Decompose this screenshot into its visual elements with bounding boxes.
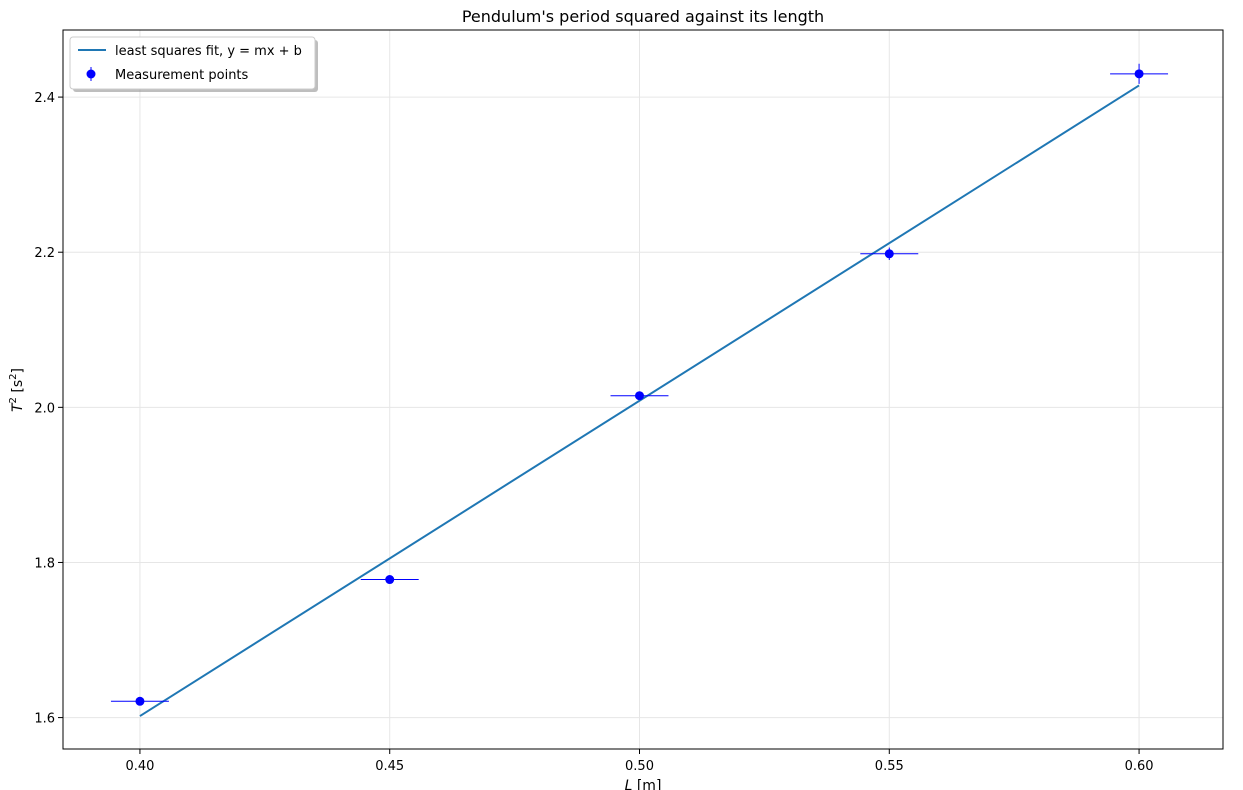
x-axis-label: L [m] bbox=[625, 778, 662, 790]
chart-title: Pendulum's period squared against its le… bbox=[462, 7, 824, 26]
y-axis-label-var: T bbox=[10, 402, 26, 412]
y-axis-label-unit-pre: [s bbox=[10, 380, 26, 397]
grid bbox=[63, 30, 1223, 749]
x-tick-label: 0.60 bbox=[1125, 759, 1154, 774]
legend: least squares fit, y = mx + b Measuremen… bbox=[69, 36, 318, 92]
axes-frame bbox=[62, 29, 1224, 750]
x-axis-label-var: L bbox=[625, 778, 633, 790]
x-axis-label-unit: [m] bbox=[632, 778, 661, 790]
x-tick-label: 0.50 bbox=[625, 759, 654, 774]
y-tick-label: 2.2 bbox=[34, 246, 55, 261]
data-layer bbox=[110, 63, 1169, 717]
measurement-point bbox=[1134, 69, 1144, 79]
legend-box bbox=[69, 36, 316, 90]
x-tick-label: 0.45 bbox=[375, 759, 404, 774]
y-axis-label-unit-post: ] bbox=[10, 368, 26, 373]
x-tick-label: 0.55 bbox=[875, 759, 904, 774]
fit-line bbox=[139, 84, 1140, 717]
measurement-point bbox=[385, 575, 395, 585]
y-tick-label: 2.0 bbox=[34, 401, 55, 416]
legend-marker-swatch bbox=[86, 69, 96, 79]
y-axis-label-sup: 2 bbox=[8, 397, 19, 403]
x-tick-label: 0.40 bbox=[125, 759, 154, 774]
y-tick-label: 1.6 bbox=[34, 712, 55, 727]
legend-fit-label: least squares fit, y = mx + b bbox=[115, 44, 302, 59]
y-axis-label-unit-sup: 2 bbox=[8, 373, 19, 379]
plot-area bbox=[63, 30, 1223, 749]
legend-points-label: Measurement points bbox=[115, 68, 249, 83]
measurement-point bbox=[635, 391, 645, 401]
measurement-point bbox=[884, 249, 894, 259]
ticks: 0.40 0.45 0.50 0.55 0.60 1.6 1.8 2.0 2.2 2.4 bbox=[34, 91, 1153, 774]
y-axis-label: T2 [s2] bbox=[8, 368, 26, 412]
y-tick-label: 2.4 bbox=[34, 91, 55, 106]
measurement-point bbox=[135, 696, 145, 706]
y-tick-label: 1.8 bbox=[34, 556, 55, 571]
